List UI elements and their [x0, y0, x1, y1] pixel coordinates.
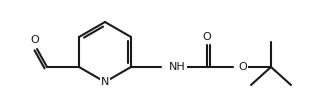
Text: O: O [238, 62, 247, 72]
Text: N: N [101, 77, 109, 87]
Text: O: O [203, 32, 211, 42]
Text: O: O [31, 35, 39, 45]
Text: NH: NH [169, 62, 186, 72]
